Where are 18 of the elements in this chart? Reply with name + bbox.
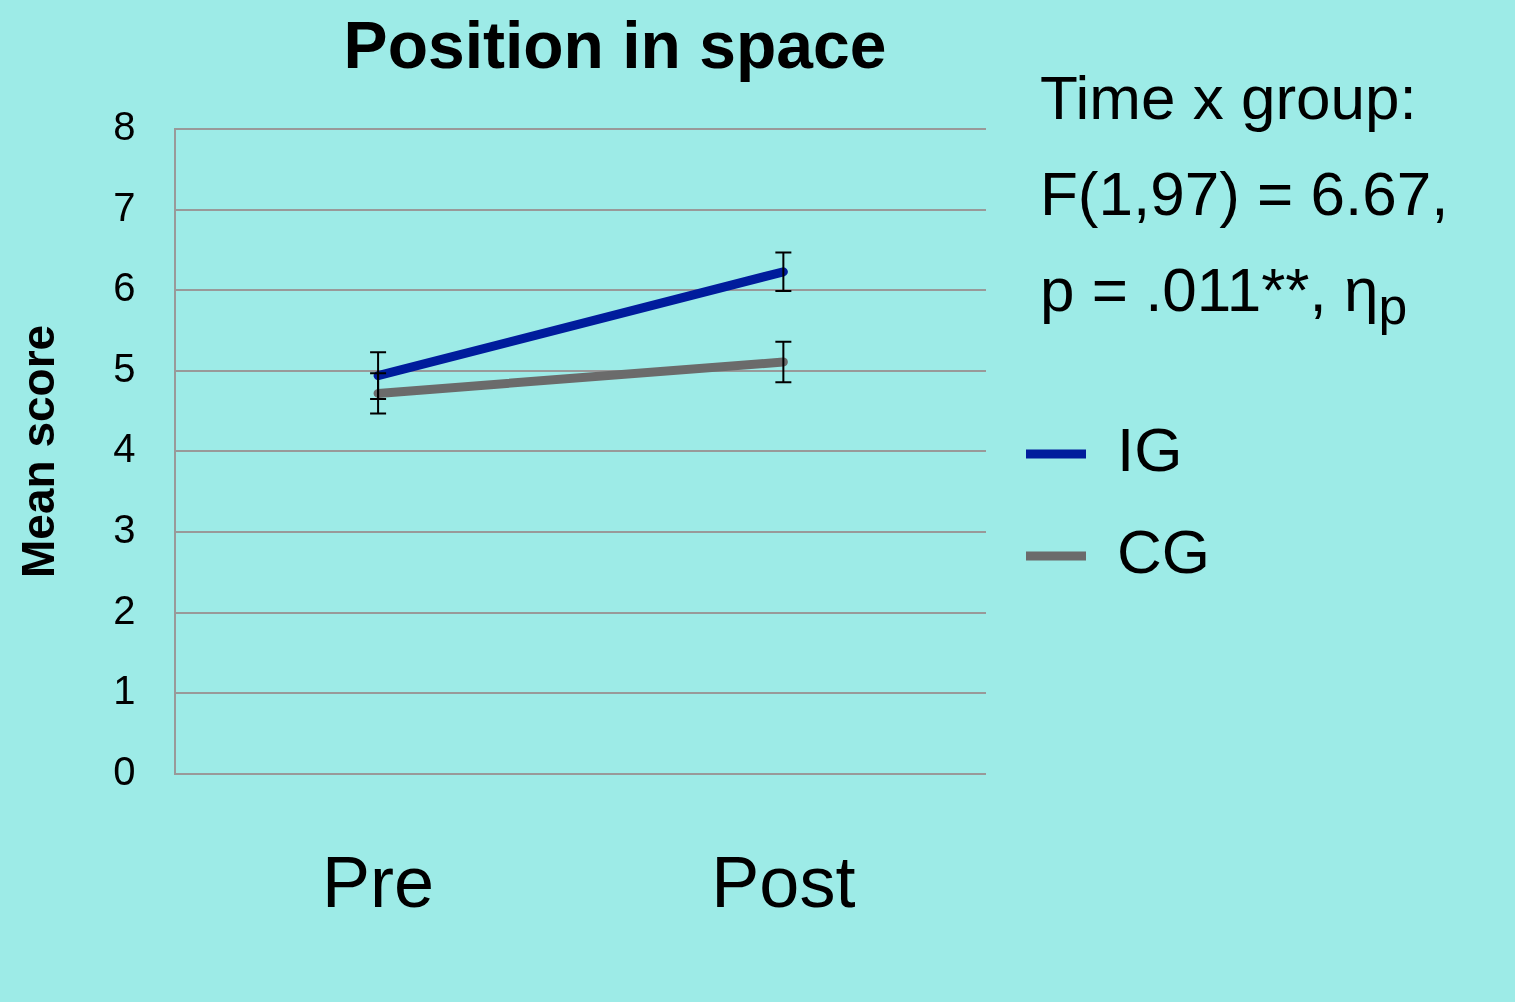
x-tick-label: Post bbox=[711, 841, 856, 922]
y-axis-title: Mean score bbox=[12, 324, 65, 578]
y-tick-label: 7 bbox=[113, 184, 136, 229]
y-tick-label: 1 bbox=[113, 668, 136, 713]
x-tick-label: Pre bbox=[322, 841, 435, 922]
chart-title: Position in space bbox=[343, 7, 887, 82]
text: F(1,97) = 6.67, bbox=[1040, 158, 1449, 230]
y-tick-label: 3 bbox=[113, 506, 136, 551]
text: Time x group: bbox=[1040, 62, 1418, 134]
y-tick-label: 2 bbox=[113, 587, 136, 632]
legend-label: CG bbox=[1117, 517, 1210, 587]
text: p = .011**, η$_{p}$ bbox=[1040, 254, 1409, 338]
legend-label: IG bbox=[1117, 415, 1183, 485]
y-tick-label: 5 bbox=[113, 345, 136, 390]
y-tick-label: 4 bbox=[113, 426, 136, 471]
y-tick-label: 6 bbox=[113, 265, 136, 310]
y-tick-label: 8 bbox=[113, 104, 136, 149]
y-tick-label: 0 bbox=[113, 748, 136, 793]
